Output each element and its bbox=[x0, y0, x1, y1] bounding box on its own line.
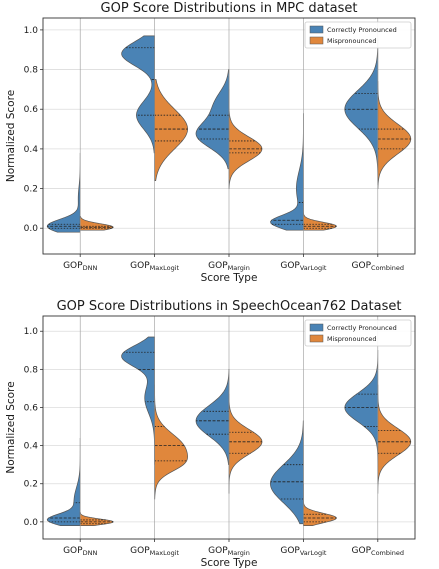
x-tick-label-sub: Combined bbox=[371, 264, 404, 272]
y-tick-label: 0.0 bbox=[24, 224, 39, 234]
y-tick-label: 0.0 bbox=[24, 518, 39, 528]
y-tick-label: 0.8 bbox=[24, 66, 39, 76]
x-tick-label: GOPMaxLogit bbox=[130, 261, 179, 272]
x-tick-label-main: GOP bbox=[63, 546, 83, 556]
violin-mispronounced bbox=[79, 215, 114, 231]
x-axis-label: Score Type bbox=[201, 272, 258, 284]
violin-mispronounced bbox=[377, 384, 412, 494]
violin-correct bbox=[121, 35, 155, 154]
x-tick-label: GOPCombined bbox=[352, 546, 405, 557]
legend: Correctly Pronounced Mispronounced bbox=[304, 21, 412, 49]
violin-mispronounced bbox=[228, 393, 263, 494]
y-tick-label: 0.4 bbox=[24, 145, 39, 155]
x-tick-label-sub: Margin bbox=[228, 264, 250, 272]
legend-swatch bbox=[309, 25, 324, 34]
x-tick-label-main: GOP bbox=[280, 261, 300, 271]
x-axis-label: Score Type bbox=[201, 557, 258, 569]
x-tick-label: GOPMargin bbox=[208, 261, 250, 272]
x-tick-label-main: GOP bbox=[208, 261, 228, 271]
violin-correct bbox=[195, 369, 230, 466]
x-tick-label-main: GOP bbox=[352, 546, 372, 556]
y-tick-label: 0.2 bbox=[24, 185, 38, 195]
y-tick-label: 1.0 bbox=[24, 26, 39, 36]
violin-mispronounced bbox=[377, 81, 412, 189]
violin-mispronounced bbox=[303, 200, 337, 231]
violin-correct bbox=[270, 420, 304, 525]
x-tick-label-main: GOP bbox=[130, 261, 150, 271]
x-tick-label-main: GOP bbox=[352, 261, 372, 271]
legend-label: Correctly Pronounced bbox=[327, 324, 397, 332]
violin-correct bbox=[270, 113, 304, 231]
legend-label: Correctly Pronounced bbox=[327, 26, 397, 34]
violin-mispronounced bbox=[154, 384, 188, 500]
x-tick-label-sub: VarLogit bbox=[300, 549, 327, 557]
x-tick-label-sub: MaxLogit bbox=[150, 549, 180, 557]
y-tick-label: 0.6 bbox=[24, 105, 39, 115]
x-tick-label: GOPMargin bbox=[208, 546, 250, 557]
x-tick-label-sub: Combined bbox=[371, 549, 404, 557]
y-tick-label: 1.0 bbox=[24, 327, 39, 337]
legend-box bbox=[304, 21, 412, 49]
x-tick-label-sub: DNN bbox=[83, 549, 98, 557]
violin-mispronounced bbox=[303, 483, 337, 527]
y-tick-label: 0.6 bbox=[24, 403, 39, 413]
x-tick-label-sub: MaxLogit bbox=[150, 264, 180, 272]
x-tick-label: GOPCombined bbox=[352, 261, 405, 272]
y-tick-label: 0.4 bbox=[24, 442, 39, 452]
violin-mispronounced bbox=[79, 511, 114, 527]
x-tick-label: GOPDNN bbox=[63, 261, 97, 272]
x-tick-label-sub: VarLogit bbox=[300, 264, 327, 272]
legend-swatch bbox=[309, 36, 324, 45]
violin-correct bbox=[46, 152, 81, 233]
x-tick-label: GOPVarLogit bbox=[280, 261, 327, 272]
x-tick-label-main: GOP bbox=[63, 261, 83, 271]
legend-label: Mispronounced bbox=[327, 37, 376, 45]
violin-correct bbox=[46, 437, 81, 527]
legend-swatch bbox=[309, 323, 324, 332]
x-tick-label: GOPMaxLogit bbox=[130, 546, 179, 557]
y-axis-label: Normalized Score bbox=[5, 381, 17, 473]
violin-mispronounced bbox=[228, 89, 263, 189]
legend-box bbox=[304, 319, 412, 347]
x-tick-label-main: GOP bbox=[208, 546, 228, 556]
x-tick-label: GOPDNN bbox=[63, 546, 97, 557]
y-tick-label: 0.8 bbox=[24, 365, 39, 375]
legend-swatch bbox=[309, 334, 324, 343]
x-tick-label-main: GOP bbox=[280, 546, 300, 556]
violin-correct bbox=[195, 69, 230, 170]
legend-label: Mispronounced bbox=[327, 335, 376, 343]
y-axis-label: Normalized Score bbox=[5, 90, 17, 182]
violin-mispronounced bbox=[154, 79, 188, 181]
x-tick-label-main: GOP bbox=[130, 546, 150, 556]
chart-title: GOP Score Distributions in MPC dataset bbox=[101, 1, 358, 16]
violin-correct bbox=[344, 349, 379, 484]
x-tick-label-sub: DNN bbox=[83, 264, 98, 272]
x-tick-label-sub: Margin bbox=[228, 549, 250, 557]
violin-correct bbox=[344, 39, 379, 185]
chart-title: GOP Score Distributions in SpeechOcean76… bbox=[57, 299, 402, 314]
y-tick-label: 0.2 bbox=[24, 480, 38, 490]
x-tick-label: GOPVarLogit bbox=[280, 546, 327, 557]
legend: Correctly Pronounced Mispronounced bbox=[304, 319, 412, 347]
